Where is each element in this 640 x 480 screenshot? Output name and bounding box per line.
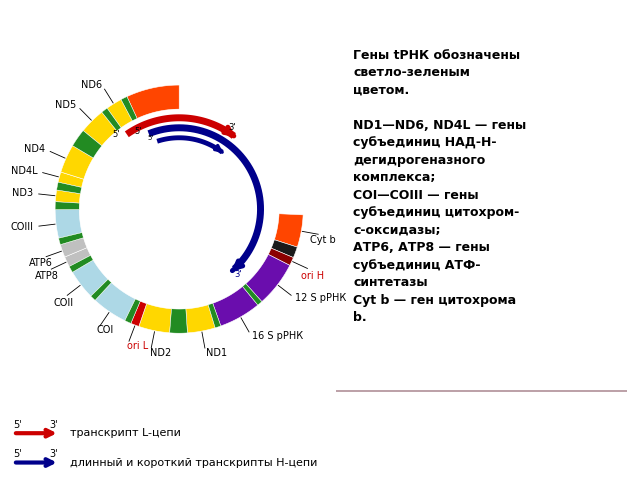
Text: 5': 5'	[134, 127, 142, 136]
Text: 3': 3'	[50, 420, 58, 430]
Polygon shape	[55, 209, 82, 238]
Polygon shape	[107, 99, 132, 128]
Text: ND5: ND5	[55, 100, 76, 110]
Polygon shape	[55, 190, 81, 203]
Polygon shape	[127, 85, 179, 119]
Polygon shape	[243, 284, 262, 305]
Polygon shape	[91, 279, 111, 300]
Text: COI: COI	[97, 325, 114, 335]
Polygon shape	[125, 299, 140, 324]
Polygon shape	[72, 260, 108, 296]
Polygon shape	[55, 202, 79, 210]
Polygon shape	[69, 255, 93, 272]
Text: 5': 5'	[13, 449, 22, 459]
Polygon shape	[61, 145, 93, 179]
Text: ND3: ND3	[12, 189, 33, 198]
Text: ori H: ori H	[301, 271, 324, 281]
Text: транскрипт L-цепи: транскрипт L-цепи	[70, 428, 180, 438]
Text: ori L: ori L	[127, 341, 148, 351]
Polygon shape	[275, 214, 303, 247]
Text: ND2: ND2	[150, 348, 172, 358]
Polygon shape	[65, 248, 91, 266]
Text: Гены tРНК обозначены
светло-зеленым
цветом.

ND1—ND6, ND4L — гены
субъединиц НАД: Гены tРНК обозначены светло-зеленым цвет…	[353, 49, 527, 324]
Text: ATP6: ATP6	[29, 258, 53, 268]
Text: 3': 3'	[234, 270, 241, 279]
Text: COIII: COIII	[11, 222, 34, 232]
Polygon shape	[56, 182, 82, 193]
Text: 5': 5'	[113, 130, 120, 139]
Polygon shape	[60, 238, 87, 257]
Polygon shape	[246, 254, 290, 301]
Text: 16 S рРНК: 16 S рРНК	[252, 331, 303, 341]
Polygon shape	[139, 304, 172, 333]
Polygon shape	[59, 233, 83, 245]
Polygon shape	[186, 305, 215, 333]
Polygon shape	[72, 131, 102, 158]
Polygon shape	[268, 248, 293, 265]
Text: ND1: ND1	[206, 348, 227, 358]
Text: Cyt b: Cyt b	[310, 235, 336, 245]
Polygon shape	[131, 301, 147, 326]
Polygon shape	[212, 287, 258, 326]
Text: ATP8: ATP8	[35, 271, 58, 281]
Polygon shape	[121, 96, 137, 121]
Polygon shape	[208, 303, 221, 328]
Circle shape	[80, 110, 278, 308]
Text: ND4L: ND4L	[11, 166, 38, 176]
Polygon shape	[95, 283, 136, 321]
Text: 3': 3'	[50, 449, 58, 459]
Polygon shape	[170, 309, 188, 333]
Text: 5': 5'	[13, 420, 22, 430]
Text: ND4: ND4	[24, 144, 45, 155]
Polygon shape	[102, 108, 121, 131]
Text: ND6: ND6	[81, 80, 102, 90]
Circle shape	[113, 142, 246, 276]
Text: длинный и короткий транскрипты Н-цепи: длинный и короткий транскрипты Н-цепи	[70, 457, 317, 468]
Text: 12 S рРНК: 12 S рРНК	[295, 293, 346, 303]
Text: COII: COII	[53, 299, 73, 309]
Polygon shape	[58, 172, 84, 187]
Polygon shape	[271, 240, 298, 258]
Text: 3': 3'	[228, 123, 236, 132]
Text: 5': 5'	[147, 135, 154, 141]
Polygon shape	[83, 112, 117, 146]
